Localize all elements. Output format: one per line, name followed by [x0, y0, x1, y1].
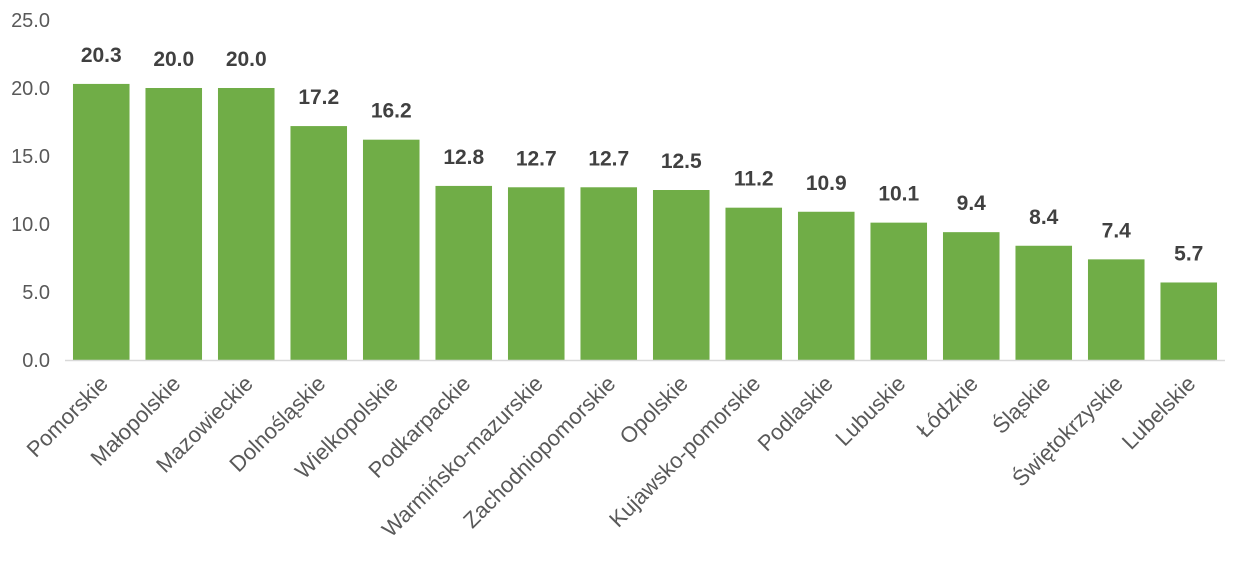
data-label: 9.4 [957, 192, 987, 215]
bar [290, 126, 348, 360]
y-tick-label: 20.0 [11, 78, 50, 100]
data-label: 12.7 [588, 147, 629, 170]
bar [942, 232, 1000, 360]
bar [1087, 259, 1145, 360]
bar [145, 88, 203, 360]
category-label: Śląskie [987, 371, 1055, 439]
category-label: Lubelskie [1117, 371, 1200, 454]
y-tick-label: 25.0 [11, 10, 50, 32]
bar [725, 207, 783, 360]
bar [580, 187, 638, 360]
bar [1015, 245, 1073, 360]
data-label: 20.0 [153, 48, 194, 71]
data-label: 12.5 [661, 150, 702, 173]
y-tick-label: 0.0 [22, 350, 50, 372]
category-label: Łódzkie [911, 371, 982, 442]
category-label: Lubuskie [830, 371, 910, 451]
bar [1160, 282, 1218, 360]
data-label: 11.2 [734, 168, 774, 191]
data-label: 12.7 [516, 147, 557, 170]
data-label: 17.2 [298, 86, 339, 109]
bar [217, 88, 275, 360]
data-label: 10.1 [878, 183, 919, 206]
category-label: Podlaskie [753, 371, 838, 456]
data-label: 5.7 [1174, 242, 1203, 265]
data-label: 16.2 [371, 100, 412, 123]
bar [870, 222, 928, 360]
y-tick-label: 15.0 [11, 146, 50, 168]
bar [362, 139, 420, 360]
bar [797, 211, 855, 360]
data-label: 10.9 [806, 172, 847, 195]
bar [72, 83, 130, 361]
data-label: 12.8 [443, 146, 484, 169]
bars [72, 83, 1218, 361]
category-labels: PomorskieMałopolskieMazowieckieDolnośląs… [22, 371, 1201, 542]
data-labels: 20.3 20.0 20.0 17.2 16.2 12.8 12.7 12.7 12.5 11.2… [81, 44, 1204, 266]
data-label: 20.3 [81, 44, 122, 67]
data-label: 20.0 [226, 48, 267, 71]
y-tick-label: 10.0 [11, 214, 50, 236]
y-tick-label: 5.0 [22, 282, 50, 304]
bar [507, 187, 565, 360]
data-label: 8.4 [1029, 206, 1059, 229]
bar [435, 185, 493, 360]
data-label: 7.4 [1102, 219, 1132, 242]
y-axis-ticks: 0.0 5.0 10.0 15.0 20.0 25.0 [11, 10, 50, 372]
bar [652, 190, 710, 360]
